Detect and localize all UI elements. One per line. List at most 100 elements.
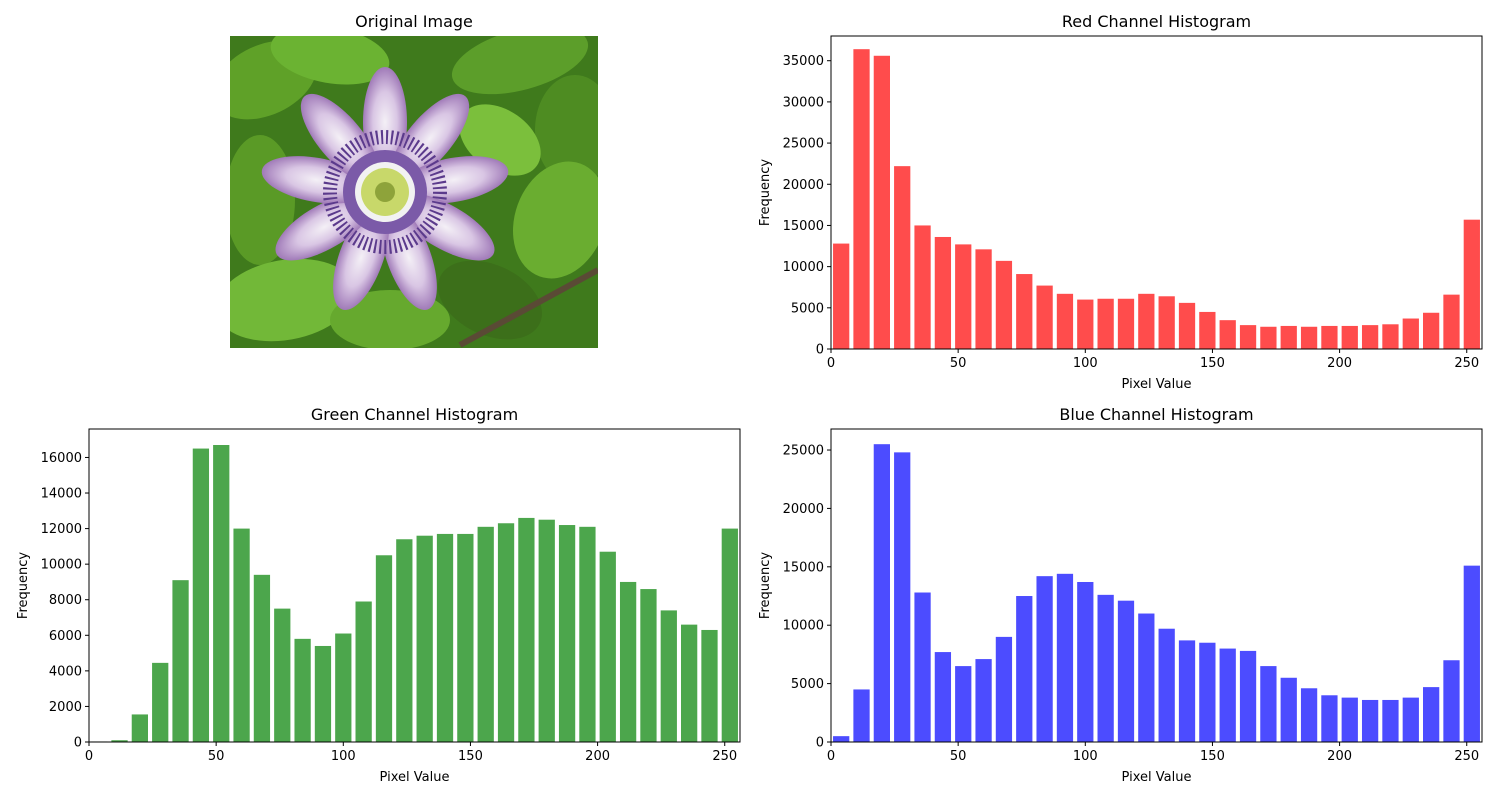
green-ytick-label: 6000	[49, 629, 82, 644]
green-bar	[253, 574, 271, 742]
green-xtick-label: 150	[458, 749, 483, 764]
red-ytick-label: 0	[816, 343, 824, 358]
blue-y-axis-label: Frequency	[758, 552, 773, 619]
red-xtick-label: 100	[1073, 356, 1098, 371]
green-histogram: 0 50 100 150 200 250 0 2000 4000 6000 8000 10000 120…	[16, 405, 741, 785]
red-bar	[1321, 325, 1338, 349]
blue-xtick-label: 50	[950, 749, 967, 764]
green-xtick-label: 50	[208, 749, 225, 764]
red-bar	[1056, 293, 1074, 349]
red-bar	[1077, 299, 1094, 349]
green-xtick-label: 250	[712, 749, 737, 764]
blue-ytick-label: 0	[816, 736, 824, 751]
blue-ytick-label: 10000	[783, 619, 824, 634]
blue-ytick-label: 20000	[783, 502, 824, 517]
red-y-axis-label: Frequency	[758, 159, 773, 226]
green-bar	[436, 533, 454, 742]
green-bar	[396, 539, 413, 742]
green-bar	[619, 581, 637, 742]
green-bar	[192, 448, 210, 742]
red-ytick-label: 20000	[783, 178, 824, 193]
red-ytick-label: 10000	[783, 260, 824, 275]
red-ytick-label: 25000	[783, 137, 824, 152]
red-bar	[1463, 219, 1480, 349]
blue-bar	[995, 636, 1013, 742]
blue-bar	[1138, 613, 1155, 742]
blue-bar	[1382, 699, 1399, 742]
blue-bar	[1443, 660, 1460, 742]
blue-xtick-label: 200	[1327, 749, 1352, 764]
red-bar	[1402, 318, 1419, 349]
red-bar	[1219, 320, 1236, 349]
blue-bar	[1300, 688, 1318, 742]
red-bar	[975, 249, 992, 349]
blue-xtick-label: 0	[827, 749, 835, 764]
blue-bar	[833, 736, 850, 742]
blue-ytick-label: 15000	[783, 560, 824, 575]
green-ytick-label: 16000	[41, 451, 82, 466]
red-bar	[1016, 274, 1033, 349]
green-bar	[640, 589, 657, 742]
blue-bar	[1361, 699, 1379, 742]
green-xtick-label: 0	[85, 749, 93, 764]
blue-bar	[975, 659, 992, 742]
green-ytick-label: 4000	[49, 664, 82, 679]
red-bar	[934, 236, 952, 349]
red-xtick-label: 50	[950, 356, 967, 371]
blue-bar	[1178, 640, 1196, 742]
green-bar	[375, 555, 393, 742]
red-xtick-label: 150	[1200, 356, 1225, 371]
blue-bar	[1016, 596, 1033, 742]
red-bar	[873, 55, 890, 349]
blue-bar	[934, 652, 952, 742]
red-xtick-label: 200	[1327, 356, 1352, 371]
blue-bar	[1036, 576, 1053, 742]
red-bar	[1300, 326, 1318, 349]
blue-chart-title: Blue Channel Histogram	[1059, 405, 1253, 424]
blue-bar	[1158, 628, 1175, 742]
blue-bar	[955, 666, 972, 742]
green-bar	[213, 445, 230, 742]
image-panel-title: Original Image	[355, 12, 473, 31]
red-bar	[894, 166, 911, 349]
blue-bar	[1077, 581, 1094, 742]
green-chart-title: Green Channel Histogram	[311, 405, 518, 424]
blue-bar	[1239, 650, 1257, 742]
green-ytick-label: 8000	[49, 593, 82, 608]
green-bar	[172, 580, 189, 742]
red-chart-title: Red Channel Histogram	[1062, 12, 1251, 31]
red-ytick-label: 5000	[791, 301, 824, 316]
red-ytick-label: 30000	[783, 95, 824, 110]
red-bar	[1239, 325, 1257, 349]
blue-axes-frame	[830, 428, 1483, 743]
green-bar	[355, 601, 372, 742]
green-bar	[457, 533, 474, 742]
green-bar	[497, 523, 515, 742]
blue-bar	[1402, 697, 1419, 742]
red-xtick-label: 250	[1454, 356, 1479, 371]
blue-xtick-label: 150	[1200, 749, 1225, 764]
green-xtick-label: 200	[585, 749, 610, 764]
red-bar	[1158, 296, 1175, 349]
red-bar	[1382, 324, 1399, 349]
red-bar	[833, 243, 850, 349]
flower-photo	[230, 36, 598, 348]
red-bar	[1097, 298, 1114, 349]
red-xtick-label: 0	[827, 356, 835, 371]
red-bar	[853, 49, 870, 349]
red-bar	[955, 244, 972, 349]
red-bar	[1361, 325, 1379, 349]
red-axes-frame	[830, 35, 1483, 350]
red-bar	[914, 225, 931, 349]
blue-ytick-label: 5000	[791, 677, 824, 692]
red-bar	[1117, 298, 1135, 349]
green-bar	[131, 714, 148, 742]
green-bar	[579, 526, 596, 742]
red-x-axis-label: Pixel Value	[1122, 377, 1192, 392]
green-bar	[681, 624, 698, 742]
green-bar	[558, 525, 576, 742]
blue-ytick-label: 25000	[783, 444, 824, 459]
blue-bar	[1280, 677, 1297, 742]
blue-xtick-label: 250	[1454, 749, 1479, 764]
blue-bar	[1341, 697, 1358, 742]
